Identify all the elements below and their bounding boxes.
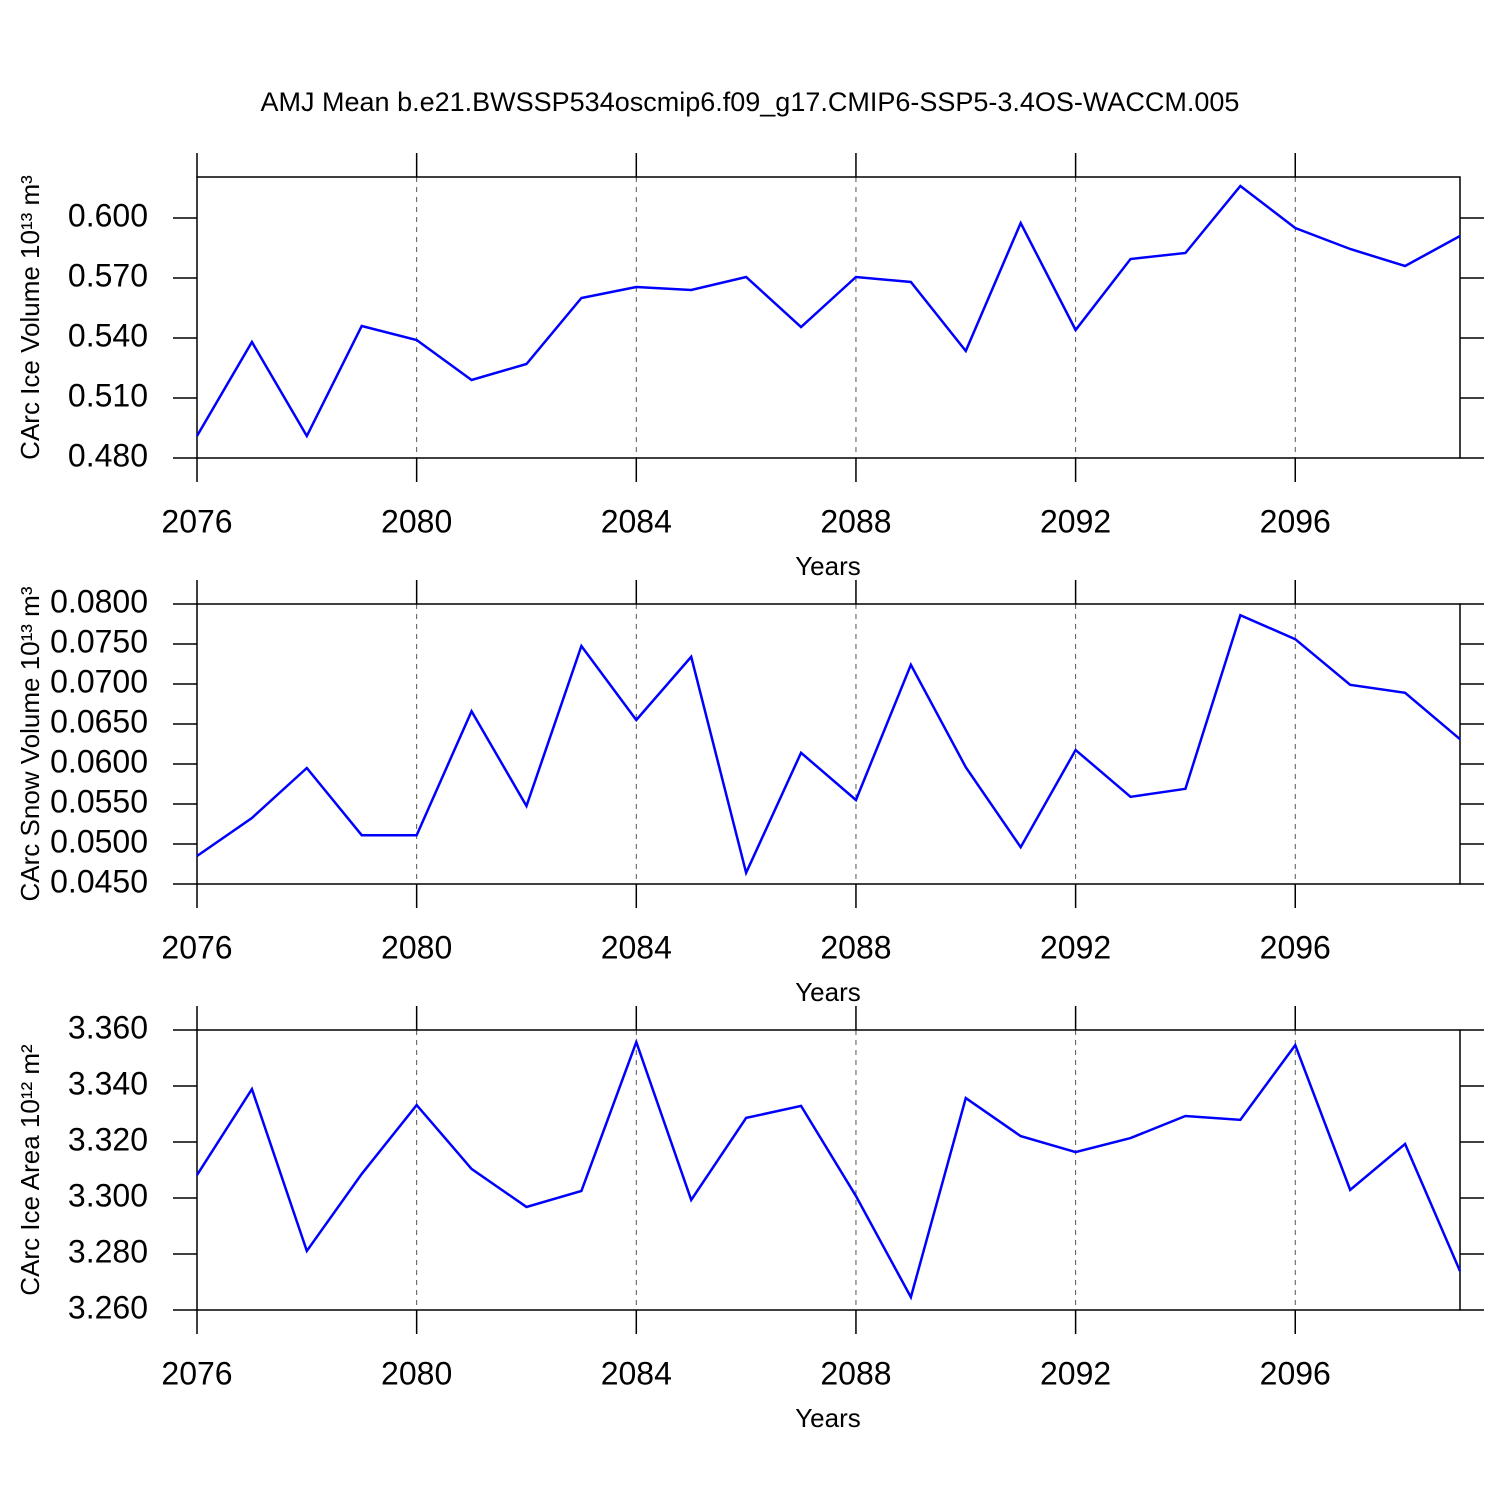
y-tick-label: 0.0650 bbox=[50, 703, 148, 739]
x-tick-label: 2092 bbox=[1040, 929, 1111, 965]
data-line bbox=[196, 613, 1461, 877]
y-tick-label: 0.0700 bbox=[50, 663, 148, 699]
y-tick-label: 3.260 bbox=[68, 1289, 148, 1325]
x-tick-label: 2092 bbox=[1040, 1355, 1111, 1391]
y-axis-label: CArc Snow Volume 10¹³ m³ bbox=[15, 586, 45, 901]
plot-frame bbox=[196, 176, 1461, 459]
data-line bbox=[195, 184, 1461, 439]
y-tick-label: 0.540 bbox=[68, 317, 148, 353]
x-axis-label: Years bbox=[795, 977, 861, 1007]
x-tick-label: 2076 bbox=[161, 929, 232, 965]
plot-frame bbox=[196, 603, 1461, 885]
x-tick-label: 2096 bbox=[1260, 929, 1331, 965]
y-tick-label: 0.0550 bbox=[50, 783, 148, 819]
y-axis-label: CArc Ice Area 10¹² m² bbox=[15, 1044, 45, 1296]
y-tick-label: 0.600 bbox=[68, 197, 148, 233]
y-tick-label: 3.280 bbox=[68, 1233, 148, 1269]
y-tick-label: 0.480 bbox=[68, 437, 148, 473]
x-tick-label: 2084 bbox=[601, 929, 672, 965]
y-tick-label: 0.0800 bbox=[50, 583, 148, 619]
x-tick-label: 2080 bbox=[381, 1355, 452, 1391]
y-tick-label: 0.0600 bbox=[50, 743, 148, 779]
x-axis-label: Years bbox=[795, 551, 861, 581]
x-tick-label: 2080 bbox=[381, 929, 452, 965]
y-axis-label: CArc Ice Volume 10¹³ m³ bbox=[15, 175, 45, 460]
y-tick-label: 3.340 bbox=[68, 1065, 148, 1101]
x-axis-label: Years bbox=[795, 1403, 861, 1433]
x-tick-label: 2088 bbox=[820, 929, 891, 965]
y-tick-label: 0.0750 bbox=[50, 623, 148, 659]
plot-frame bbox=[196, 1029, 1461, 1311]
x-tick-label: 2096 bbox=[1260, 1355, 1331, 1391]
y-tick-label: 3.300 bbox=[68, 1177, 148, 1213]
x-tick-label: 2076 bbox=[161, 503, 232, 539]
data-line bbox=[195, 1038, 1462, 1301]
x-tick-label: 2080 bbox=[381, 503, 452, 539]
x-tick-label: 2088 bbox=[820, 1355, 891, 1391]
y-tick-label: 3.360 bbox=[68, 1009, 148, 1045]
x-tick-label: 2088 bbox=[820, 503, 891, 539]
x-tick-label: 2084 bbox=[601, 503, 672, 539]
x-tick-label: 2076 bbox=[161, 1355, 232, 1391]
y-tick-label: 0.0450 bbox=[50, 863, 148, 899]
x-tick-label: 2092 bbox=[1040, 503, 1111, 539]
x-tick-label: 2084 bbox=[601, 1355, 672, 1391]
y-tick-label: 0.510 bbox=[68, 377, 148, 413]
x-tick-label: 2096 bbox=[1260, 503, 1331, 539]
chart-title: AMJ Mean b.e21.BWSSP534oscmip6.f09_g17.C… bbox=[261, 87, 1240, 117]
y-tick-label: 3.320 bbox=[68, 1121, 148, 1157]
y-tick-label: 0.0500 bbox=[50, 823, 148, 859]
y-tick-label: 0.570 bbox=[68, 257, 148, 293]
